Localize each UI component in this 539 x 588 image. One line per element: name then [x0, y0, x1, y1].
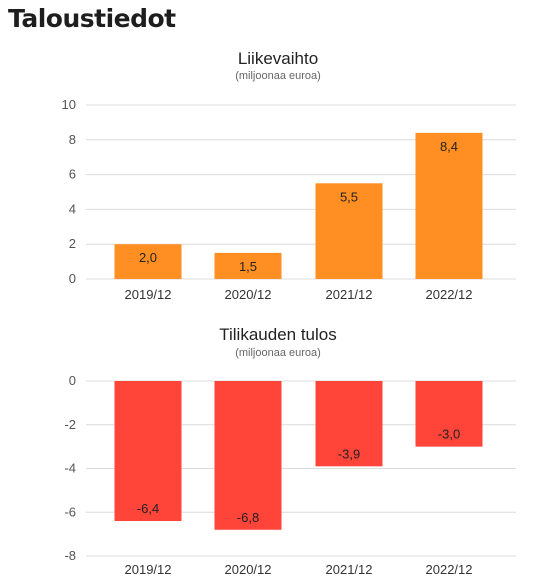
y-tick-label: -8: [64, 548, 76, 563]
bar: [415, 381, 483, 447]
data-label: 2,0: [139, 250, 157, 265]
bar: [214, 252, 282, 279]
bar: [315, 183, 383, 279]
y-tick-label: 0: [69, 373, 76, 388]
x-tick-label: 2022/12: [426, 287, 473, 302]
data-label: 5,5: [340, 189, 358, 204]
y-tick-label: 10: [62, 97, 76, 112]
y-tick-label: 4: [69, 201, 76, 216]
x-tick-label: 2020/12: [225, 287, 272, 302]
bar: [214, 381, 282, 530]
data-label: -3,9: [338, 446, 360, 461]
y-tick-label: -4: [64, 461, 76, 476]
y-tick-label: 8: [69, 132, 76, 147]
page-title: Taloustiedot: [8, 4, 176, 33]
x-tick-label: 2019/12: [125, 562, 172, 577]
chart-title: Tilikauden tulos: [219, 325, 337, 344]
data-label: 8,4: [440, 139, 458, 154]
chart-title: Liikevaihto: [238, 49, 318, 68]
x-tick-label: 2021/12: [326, 287, 373, 302]
data-label: 1,5: [239, 259, 257, 274]
y-tick-label: -2: [64, 417, 76, 432]
x-tick-label: 2022/12: [426, 562, 473, 577]
chart-subtitle: (miljoonaa euroa): [235, 347, 321, 359]
y-tick-label: 2: [69, 236, 76, 251]
y-tick-label: 0: [69, 271, 76, 286]
x-tick-label: 2021/12: [326, 562, 373, 577]
bar: [114, 381, 182, 521]
bar: [114, 244, 182, 279]
data-label: -6,4: [137, 501, 159, 516]
revenue-chart: Liikevaihto (miljoonaa euroa) 0 2 4 6 8 10 2,0…: [62, 49, 516, 302]
x-tick-label: 2020/12: [225, 562, 272, 577]
chart-subtitle: (miljoonaa euroa): [235, 70, 321, 82]
x-tick-label: 2019/12: [125, 287, 172, 302]
data-label: -6,8: [237, 510, 259, 525]
result-chart: Tilikauden tulos (miljoonaa euroa) 0 -2 -4…: [64, 325, 516, 577]
y-tick-label: -6: [64, 504, 76, 519]
y-tick-label: 6: [69, 167, 76, 182]
bar: [315, 381, 383, 467]
bar: [415, 132, 483, 279]
data-label: -3,0: [438, 427, 460, 442]
